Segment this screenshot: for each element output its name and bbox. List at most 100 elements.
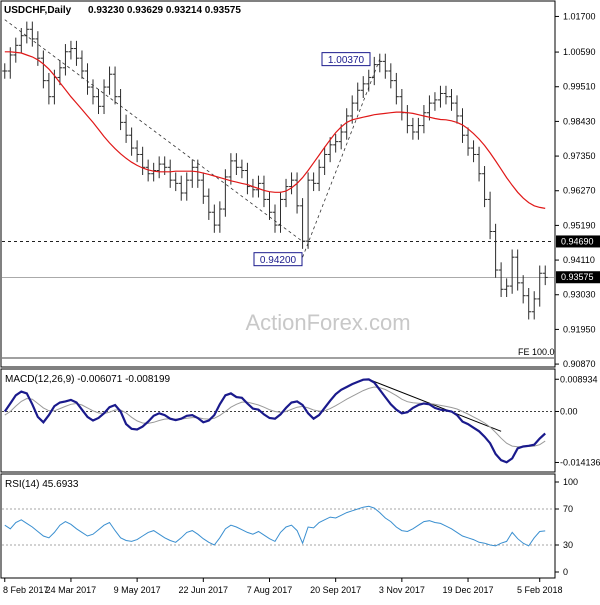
price-bar xyxy=(140,146,146,176)
price-bar xyxy=(123,114,129,143)
price-bar xyxy=(189,159,195,188)
price-bar xyxy=(294,172,300,214)
price-y-tick-label: 0.99510 xyxy=(563,82,596,92)
rsi-y-tick-label: 70 xyxy=(563,504,573,514)
annotation-box xyxy=(253,252,303,267)
price-bar xyxy=(349,95,355,124)
price-bar xyxy=(211,204,217,233)
x-tick-label: 20 Sep 2017 xyxy=(310,585,361,595)
price-bar xyxy=(498,262,504,297)
rsi-y-tick-label: 30 xyxy=(563,540,573,550)
price-y-tick-label: 1.00590 xyxy=(563,47,596,57)
price-y-tick-label: 0.94110 xyxy=(563,255,595,265)
price-bar xyxy=(305,172,311,249)
price-value-badge-label: 0.93575 xyxy=(561,272,594,282)
price-bar xyxy=(316,159,322,192)
price-bar xyxy=(151,162,157,182)
price-bar xyxy=(272,204,278,233)
price-bar xyxy=(449,88,454,111)
price-bar xyxy=(443,85,449,105)
rsi-panel: 100 70 30 0 RSI(14) 45.6933 xyxy=(0,473,578,579)
price-bar xyxy=(90,79,96,105)
price-bar xyxy=(454,95,460,124)
price-bar xyxy=(101,79,107,115)
price-bar xyxy=(233,153,239,176)
macd-line xyxy=(3,378,546,464)
price-bar xyxy=(129,127,135,156)
x-tick-label: 3 Nov 2017 xyxy=(379,585,425,595)
macd-y-tick-label: 0.00 xyxy=(560,406,578,416)
price-value-badge-label: 0.94690 xyxy=(561,236,594,246)
price-bar xyxy=(261,175,267,208)
price-bar xyxy=(322,146,328,176)
rsi-y-tick-label: 0 xyxy=(563,567,568,577)
price-bar xyxy=(371,56,377,86)
x-tick-label: 22 Jun 2017 xyxy=(179,585,229,595)
price-bar xyxy=(415,117,421,140)
price-bar xyxy=(112,66,118,105)
price-bar xyxy=(493,223,499,278)
price-bar xyxy=(173,172,179,192)
macd-y-tick-label: -0.014136 xyxy=(560,457,600,467)
annotation-label: 1.00370 xyxy=(328,55,365,66)
rsi-line xyxy=(4,505,546,547)
price-bar xyxy=(311,172,317,192)
price-bar xyxy=(107,66,113,95)
watermark: ActionForex.com xyxy=(245,310,410,335)
price-bar xyxy=(393,72,399,105)
x-tick-label: 19 Dec 2017 xyxy=(443,585,494,595)
price-bar xyxy=(289,172,295,195)
rsi-panel-title: RSI(14) 45.6933 xyxy=(5,479,79,490)
price-y-tick-label: 1.01700 xyxy=(563,11,596,21)
price-y-tick-label: 0.93030 xyxy=(563,290,596,300)
price-bar xyxy=(222,169,228,217)
price-bar xyxy=(283,178,289,208)
price-y-tick-label: 0.91950 xyxy=(563,324,596,334)
x-tick-label: 8 Feb 2017 xyxy=(3,585,49,595)
price-bar xyxy=(300,198,306,249)
price-y-tick-label: 0.95190 xyxy=(563,220,596,230)
price-bar xyxy=(267,191,272,220)
price-bar xyxy=(217,201,223,233)
price-bar xyxy=(432,92,438,111)
price-bar xyxy=(184,172,190,201)
price-bar xyxy=(239,159,245,179)
chart-header-symbol: USDCHF,Daily xyxy=(4,5,72,16)
price-bar xyxy=(327,137,333,163)
price-bar xyxy=(360,76,366,98)
price-bar xyxy=(526,288,532,320)
price-bar xyxy=(18,28,24,54)
price-panel-frame xyxy=(0,0,556,368)
price-bar xyxy=(366,69,372,92)
price-bar xyxy=(46,72,52,105)
macd-signal-line xyxy=(4,386,546,448)
price-bar xyxy=(476,146,482,182)
price-bar xyxy=(62,44,68,76)
macd-trendline xyxy=(368,378,502,432)
price-bar xyxy=(355,82,361,111)
price-bar xyxy=(465,127,471,156)
price-bar xyxy=(134,140,140,163)
price-bar xyxy=(377,53,383,73)
price-bar xyxy=(542,265,548,286)
macd-panel-frame xyxy=(0,368,556,473)
macd-panel: 0.008934 0.00 -0.014136 MACD(12,26,9) -0.0… xyxy=(0,368,600,473)
chart-header-ohlc: 0.93230 0.93629 0.93214 0.93575 xyxy=(88,5,241,16)
price-bar xyxy=(57,60,63,86)
price-value-badge xyxy=(556,235,600,248)
price-bar xyxy=(156,156,162,179)
price-bar xyxy=(7,47,13,79)
price-bar xyxy=(96,88,101,115)
moving-average-line xyxy=(4,51,546,209)
price-bar xyxy=(509,249,515,294)
rsi-panel-frame xyxy=(0,473,556,579)
price-bar xyxy=(73,40,79,66)
price-bar xyxy=(13,37,19,63)
price-bar xyxy=(382,53,388,79)
x-tick-label: 24 Mar 2017 xyxy=(46,585,97,595)
price-bar xyxy=(410,117,416,140)
price-y-tick-label: 0.98430 xyxy=(563,116,596,126)
price-bar xyxy=(338,124,344,150)
